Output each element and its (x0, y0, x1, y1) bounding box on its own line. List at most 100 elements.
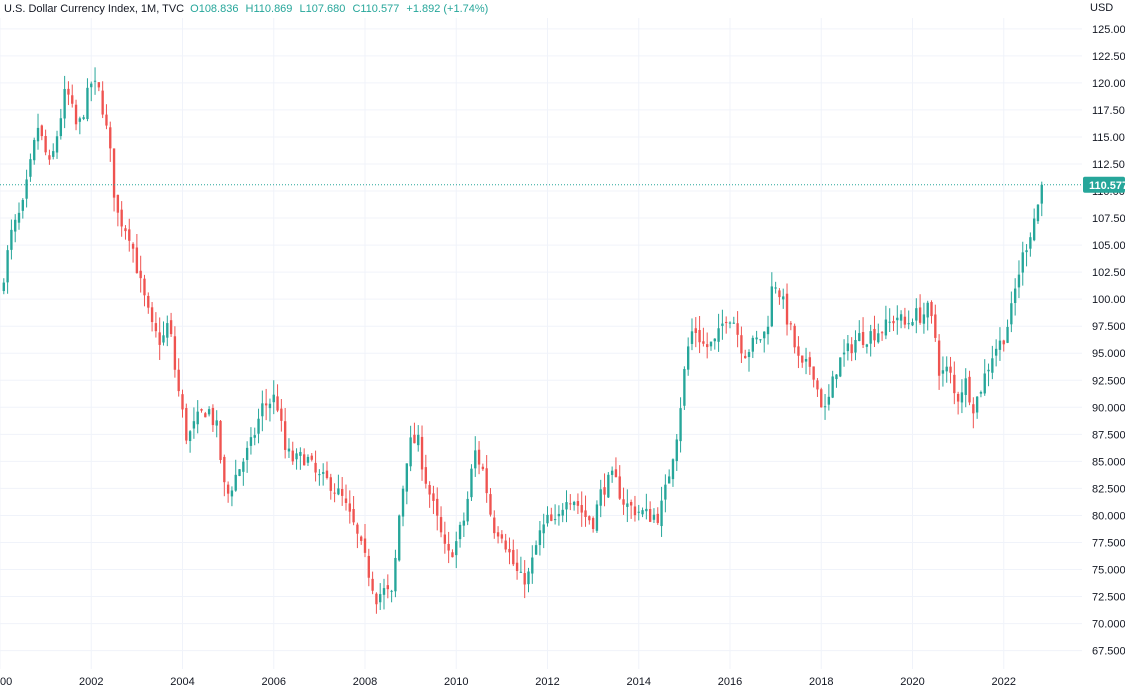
y-tick-label: 75.000 (1092, 565, 1125, 577)
candle-body (360, 536, 363, 541)
candle-body (892, 320, 895, 324)
candle-body (842, 352, 846, 355)
candle-body (660, 500, 663, 527)
candle-body (177, 369, 180, 392)
candle-body (2, 282, 5, 292)
y-tick-label: 122.500 (1092, 51, 1125, 63)
candle-body (443, 534, 447, 544)
low-value: L107.680 (299, 3, 346, 15)
candle-body (789, 323, 793, 325)
candle-body (542, 524, 545, 534)
candle-body (797, 346, 800, 356)
change-value: +1.892 (+1.74%) (406, 3, 489, 15)
candle-body (29, 159, 32, 177)
candle-body (747, 352, 751, 358)
candle-body (101, 90, 104, 115)
candle-body (930, 301, 933, 317)
candle-body (880, 332, 884, 334)
candle-body (344, 498, 348, 503)
candle-body (911, 322, 914, 326)
candle-body (759, 339, 762, 341)
candle-body (515, 562, 519, 571)
candle-body (109, 127, 112, 149)
x-tick-label: 2008 (353, 676, 377, 688)
ohlc-values: O108.836 H110.869 L107.680 C110.577 +1.8… (190, 3, 492, 15)
candle-body (306, 456, 310, 463)
candle-body (744, 355, 747, 359)
candle-body (485, 468, 488, 494)
candle-body (667, 476, 671, 484)
candle-body (576, 501, 580, 506)
candle-body (52, 151, 55, 157)
candle-body (173, 336, 177, 370)
candle-body (877, 333, 880, 343)
y-tick-label: 92.500 (1092, 375, 1125, 387)
candle-body (63, 88, 66, 119)
candle-body (827, 396, 831, 405)
candle-body (725, 321, 728, 324)
candle-body (55, 136, 59, 153)
candle-body (295, 453, 298, 460)
candle-body (907, 323, 910, 325)
x-axis[interactable]: 2000 2002 2004 2006 2008 2010 2012 2014 2016 2018… (0, 676, 1016, 688)
grid-lines (0, 18, 1082, 669)
candle-body (763, 331, 766, 339)
candle-body (896, 317, 899, 321)
candle-body (595, 504, 599, 531)
chart-header: U.S. Dollar Currency Index, 1M, TVC O108… (4, 3, 492, 15)
y-tick-label: 85.000 (1092, 456, 1125, 468)
candle-body (341, 489, 344, 496)
candle-body (835, 374, 838, 380)
candle-body (972, 404, 975, 414)
candle-body (439, 517, 443, 533)
candle-body (162, 335, 165, 343)
y-tick-label: 120.000 (1092, 78, 1125, 90)
y-tick-label: 125.000 (1092, 24, 1125, 36)
candle-body (401, 488, 405, 517)
candle-body (169, 320, 173, 335)
candle-body (1032, 218, 1036, 241)
candle-body (272, 394, 275, 403)
candle-body (67, 88, 70, 95)
candle-body (854, 340, 857, 353)
candle-body (451, 552, 454, 558)
last-price-box (1083, 176, 1125, 193)
candle-body (531, 557, 534, 574)
y-axis[interactable]: 67.500 70.000 72.500 75.000 77.500 80.000 82.5… (1092, 24, 1125, 658)
candle-body (865, 344, 869, 347)
candle-body (721, 323, 724, 326)
candle-body (588, 516, 591, 521)
candle-body (614, 469, 618, 478)
candle-body (10, 229, 13, 250)
last-price-label: 110.577 (1089, 180, 1125, 192)
candle-body (230, 490, 234, 497)
candle-body (367, 555, 370, 578)
candle-body (629, 501, 633, 506)
candle-body (33, 139, 36, 161)
y-tick-label: 97.500 (1092, 321, 1125, 333)
candle-body (785, 293, 789, 325)
candle-body (755, 337, 758, 340)
candle-body (633, 506, 637, 516)
candle-body (154, 323, 158, 332)
candle-body (314, 462, 317, 473)
candle-body (71, 95, 74, 104)
y-tick-label: 67.500 (1092, 646, 1125, 658)
candle-body (903, 316, 907, 325)
candle-body (512, 549, 515, 565)
candle-body (622, 499, 625, 505)
x-tick-label: 2006 (262, 676, 286, 688)
candle-body (1006, 326, 1009, 343)
candle-body (728, 322, 732, 324)
candle-body (953, 374, 956, 394)
candle-body (135, 247, 139, 274)
candle-body (808, 357, 812, 367)
y-tick-label: 100.000 (1092, 294, 1125, 306)
candle-body (603, 487, 606, 495)
candle-body (717, 328, 720, 342)
candle-body (626, 503, 629, 507)
candle-body (538, 530, 542, 546)
candle-body (553, 519, 557, 521)
candle-body (994, 348, 998, 356)
